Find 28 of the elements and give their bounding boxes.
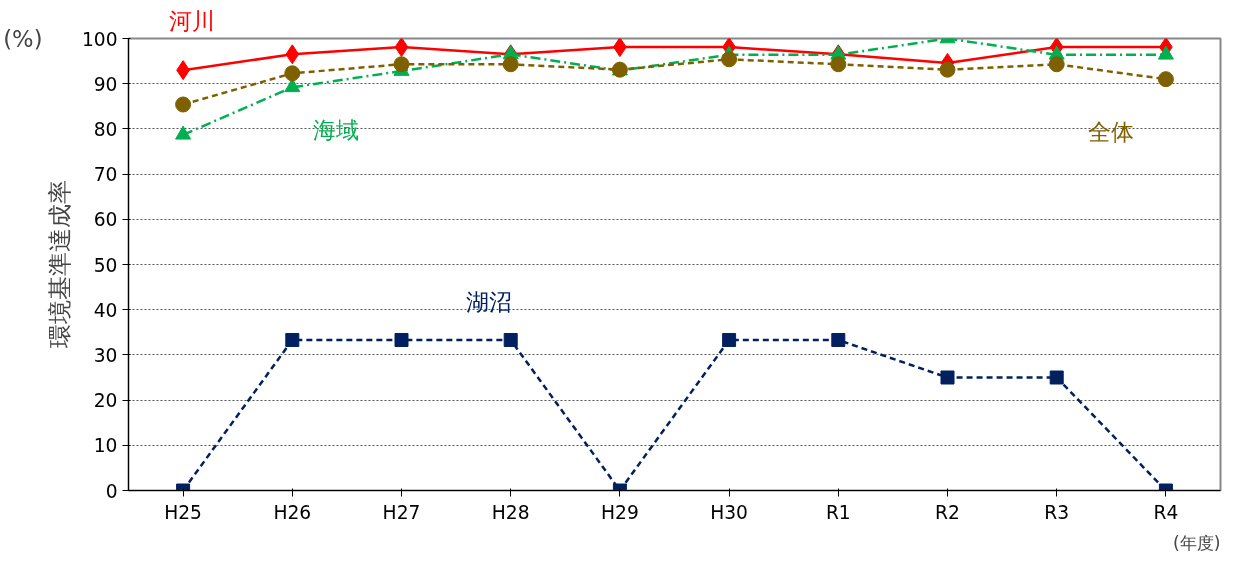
x-tick-label: R4: [1153, 501, 1179, 523]
y-tick-label: 10: [93, 435, 118, 457]
y-axis-title: 環境基準達成率: [45, 180, 74, 349]
x-tick-label: H30: [710, 501, 748, 523]
y-tick-label: 60: [93, 209, 118, 231]
text: (%): [3, 25, 43, 52]
y-tick-label: 30: [93, 344, 118, 366]
x-tick-label: R1: [825, 501, 851, 523]
x-tick-label: H29: [601, 501, 639, 523]
series-label: 湖沼: [465, 288, 512, 315]
y-tick-label: 50: [93, 254, 118, 276]
x-tick-label: H27: [382, 501, 421, 523]
x-tick-label: H25: [164, 501, 202, 523]
y-tick-label: 0: [105, 480, 118, 502]
y-tick-label: 40: [93, 299, 118, 321]
y-tick-label: 80: [93, 118, 118, 140]
y-tick-label: 90: [93, 73, 118, 95]
series-label: 全体: [1088, 119, 1135, 146]
x-tick-label: H28: [491, 501, 530, 523]
y-tick-label: 20: [93, 390, 118, 412]
x-tick-label: H26: [273, 501, 312, 523]
x-tick-label: R2: [935, 501, 960, 523]
series-label: 河川: [168, 7, 215, 34]
x-tick-label: R3: [1044, 501, 1070, 523]
series-label: 海域: [312, 117, 359, 144]
x-axis-title: (年度): [1172, 532, 1221, 553]
y-tick-label: 70: [93, 164, 118, 186]
y-tick-label: 100: [81, 28, 118, 50]
